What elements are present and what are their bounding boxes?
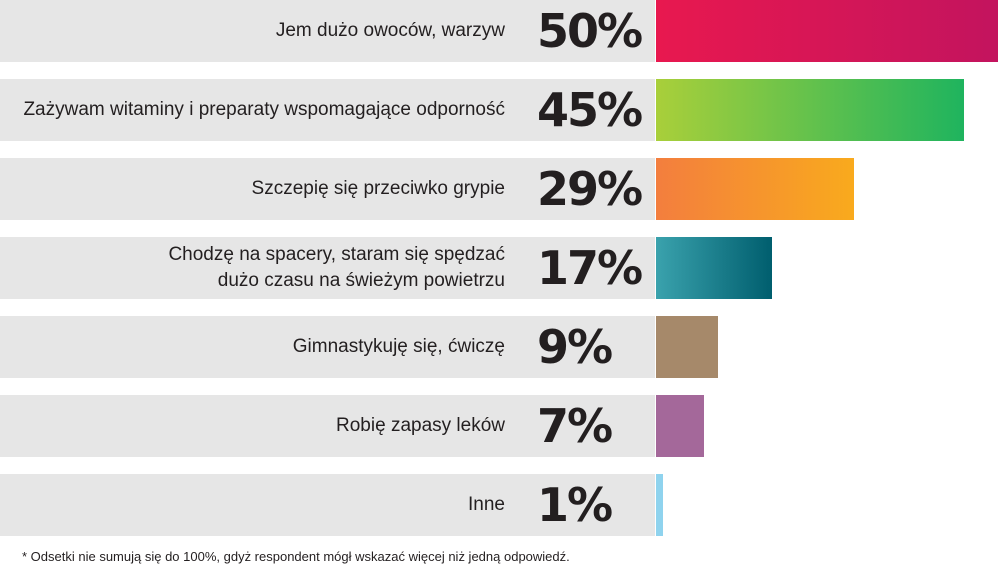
category-label: Robię zapasy leków <box>336 415 505 436</box>
row-background <box>0 79 655 141</box>
bar <box>656 395 704 457</box>
value-label: 9% <box>537 320 613 374</box>
bar <box>656 237 773 299</box>
bar <box>656 316 718 378</box>
row-background <box>0 474 655 536</box>
bar <box>656 0 998 62</box>
value-label: 7% <box>537 399 613 453</box>
category-label: Chodzę na spacery, staram się spędzać du… <box>168 244 505 291</box>
category-label: Zażywam witaminy i preparaty wspomagając… <box>23 99 505 120</box>
category-label: Gimnastykuję się, ćwiczę <box>292 336 505 357</box>
value-label: 50% <box>537 4 643 58</box>
row-background <box>0 0 655 62</box>
footnote: * Odsetki nie sumują się do 100%, gdyż r… <box>22 549 570 564</box>
value-label: 17% <box>537 241 643 295</box>
value-label: 45% <box>537 83 643 137</box>
bar <box>656 158 855 220</box>
value-label: 29% <box>537 162 643 216</box>
bar <box>656 79 964 141</box>
category-label: Szczepię się przeciwko grypie <box>251 178 505 199</box>
row-background <box>0 237 655 299</box>
bar <box>656 474 663 536</box>
row-background <box>0 395 655 457</box>
row-background <box>0 158 655 220</box>
category-label: Inne <box>468 494 505 515</box>
value-label: 1% <box>537 478 613 532</box>
row-background <box>0 316 655 378</box>
category-label: Jem dużo owoców, warzyw <box>275 20 505 41</box>
